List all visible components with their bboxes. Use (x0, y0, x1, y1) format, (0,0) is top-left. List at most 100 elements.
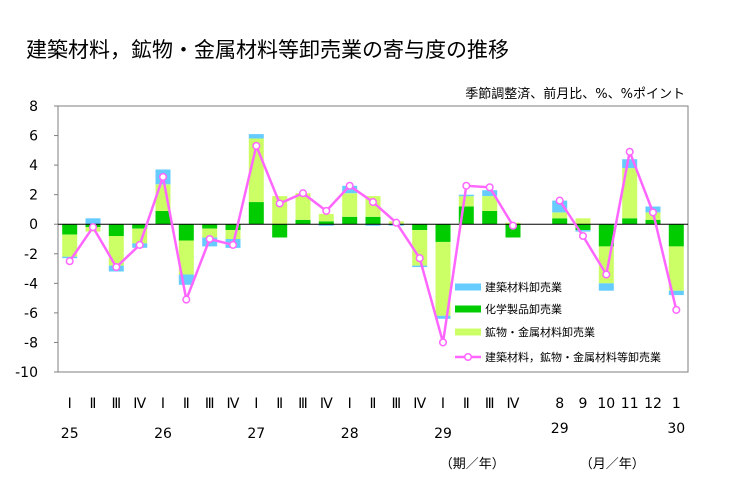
bar-chemicals (295, 219, 311, 225)
bar-chemicals (622, 218, 638, 225)
total-point (602, 270, 611, 279)
year-label: 29 (551, 421, 569, 437)
y-tick-label: 2 (29, 188, 38, 204)
x-tick-label: 11 (621, 396, 639, 412)
year-label: 27 (247, 426, 265, 442)
x-tick-label: Ⅳ (133, 396, 146, 412)
total-line-segment (558, 147, 678, 311)
bar-chemicals (575, 224, 591, 231)
y-tick-label: -10 (15, 365, 38, 381)
legend-label: 鉱物・金属材料卸売業 (485, 325, 595, 339)
bar-building (575, 230, 591, 232)
x-tick-label: Ⅳ (227, 396, 240, 412)
bar-chemicals (412, 224, 428, 231)
y-tick-label: -6 (24, 306, 38, 322)
y-tick-label: -8 (24, 335, 38, 351)
x-tick-label: Ⅱ (90, 396, 97, 412)
total-point (485, 183, 494, 192)
total-point (135, 240, 144, 249)
bar-metals (458, 196, 474, 207)
bar-building (482, 190, 498, 197)
bar-chemicals (552, 218, 568, 225)
y-tick-label: 4 (29, 158, 38, 174)
total-point (578, 231, 588, 241)
axis-group-label: （期／年） (440, 457, 505, 472)
bar-building (435, 315, 451, 319)
total-line-layer (65, 141, 681, 347)
year-label: 30 (667, 421, 685, 437)
bar-building (458, 194, 474, 197)
x-tick-label: Ⅲ (111, 396, 121, 412)
unit-note: 季節調整済、前月比、%、%ポイント (465, 86, 685, 102)
x-tick-label: Ⅲ (485, 396, 495, 412)
bar-building (178, 274, 194, 285)
axis-group-label: （月／年） (580, 457, 645, 472)
total-point (508, 221, 518, 230)
total-point (322, 206, 331, 215)
legend-swatch (455, 283, 481, 291)
y-tick-label: -4 (24, 276, 38, 292)
bar-metals (575, 218, 591, 225)
bar-building (668, 290, 684, 296)
legend-swatch (455, 305, 481, 313)
bar-chemicals (108, 224, 124, 236)
bar-chemicals (482, 210, 498, 225)
bar-chemicals (202, 224, 218, 229)
bar-chemicals (668, 224, 684, 247)
x-tick-label: Ⅳ (413, 396, 426, 412)
bar-metals (202, 228, 218, 238)
bar-building (598, 283, 614, 291)
bar-chemicals (178, 224, 194, 241)
x-tick-label: Ⅱ (183, 396, 190, 412)
x-tick-label: Ⅱ (463, 396, 470, 412)
year-label: 28 (341, 426, 359, 442)
bar-building (622, 159, 638, 169)
total-point (462, 181, 471, 190)
x-tick-label: Ⅲ (298, 396, 308, 412)
bar-metals (342, 193, 358, 217)
x-axis: Ⅰ Ⅱ Ⅲ Ⅳ Ⅰ Ⅱ Ⅲ Ⅳ Ⅰ Ⅱ Ⅲ Ⅳ Ⅰ Ⅱ Ⅲ Ⅳ Ⅰ Ⅱ Ⅲ Ⅳ 8 9 10 11 12 125 26 27 28 29 2… (61, 396, 685, 472)
bar-building (552, 200, 568, 213)
total-point (252, 141, 261, 150)
y-tick-label: 6 (29, 129, 38, 145)
total-point (65, 257, 74, 266)
x-tick-label: Ⅰ (161, 396, 165, 412)
x-tick-label: Ⅱ (370, 396, 377, 412)
x-tick-label: Ⅰ (254, 396, 258, 412)
x-tick-label: Ⅳ (320, 396, 333, 412)
x-tick-label: 8 (555, 396, 564, 412)
bar-chemicals (505, 224, 521, 238)
bar-building (248, 134, 264, 139)
bar-chemicals (155, 210, 171, 225)
total-point (368, 198, 378, 207)
bar-metals (552, 212, 568, 219)
bar-chemicals (342, 216, 358, 225)
total-point (672, 305, 681, 314)
x-tick-label: Ⅰ (348, 396, 352, 412)
bar-building (318, 224, 334, 226)
year-label: 25 (61, 426, 79, 442)
x-tick-label: Ⅲ (391, 396, 401, 412)
y-tick-label: -2 (24, 247, 38, 263)
total-point (392, 218, 401, 227)
bar-chemicals (645, 219, 661, 225)
bar-chemicals (62, 224, 78, 235)
x-tick-label: Ⅳ (507, 396, 520, 412)
total-line-segment (68, 141, 515, 343)
bar-chemicals (598, 224, 614, 247)
year-label: 29 (434, 426, 452, 442)
total-point (112, 263, 121, 272)
bar-chemicals (365, 216, 381, 225)
total-point (345, 181, 354, 190)
total-point (205, 234, 214, 244)
total-point (88, 223, 98, 232)
bar-chemicals (435, 224, 451, 242)
bar-chemicals (225, 224, 241, 231)
legend-label: 化学製品卸売業 (485, 302, 562, 316)
total-point (228, 240, 238, 249)
bar-chemicals (132, 224, 148, 229)
x-tick-label: Ⅱ (276, 396, 283, 412)
total-point (275, 199, 284, 208)
